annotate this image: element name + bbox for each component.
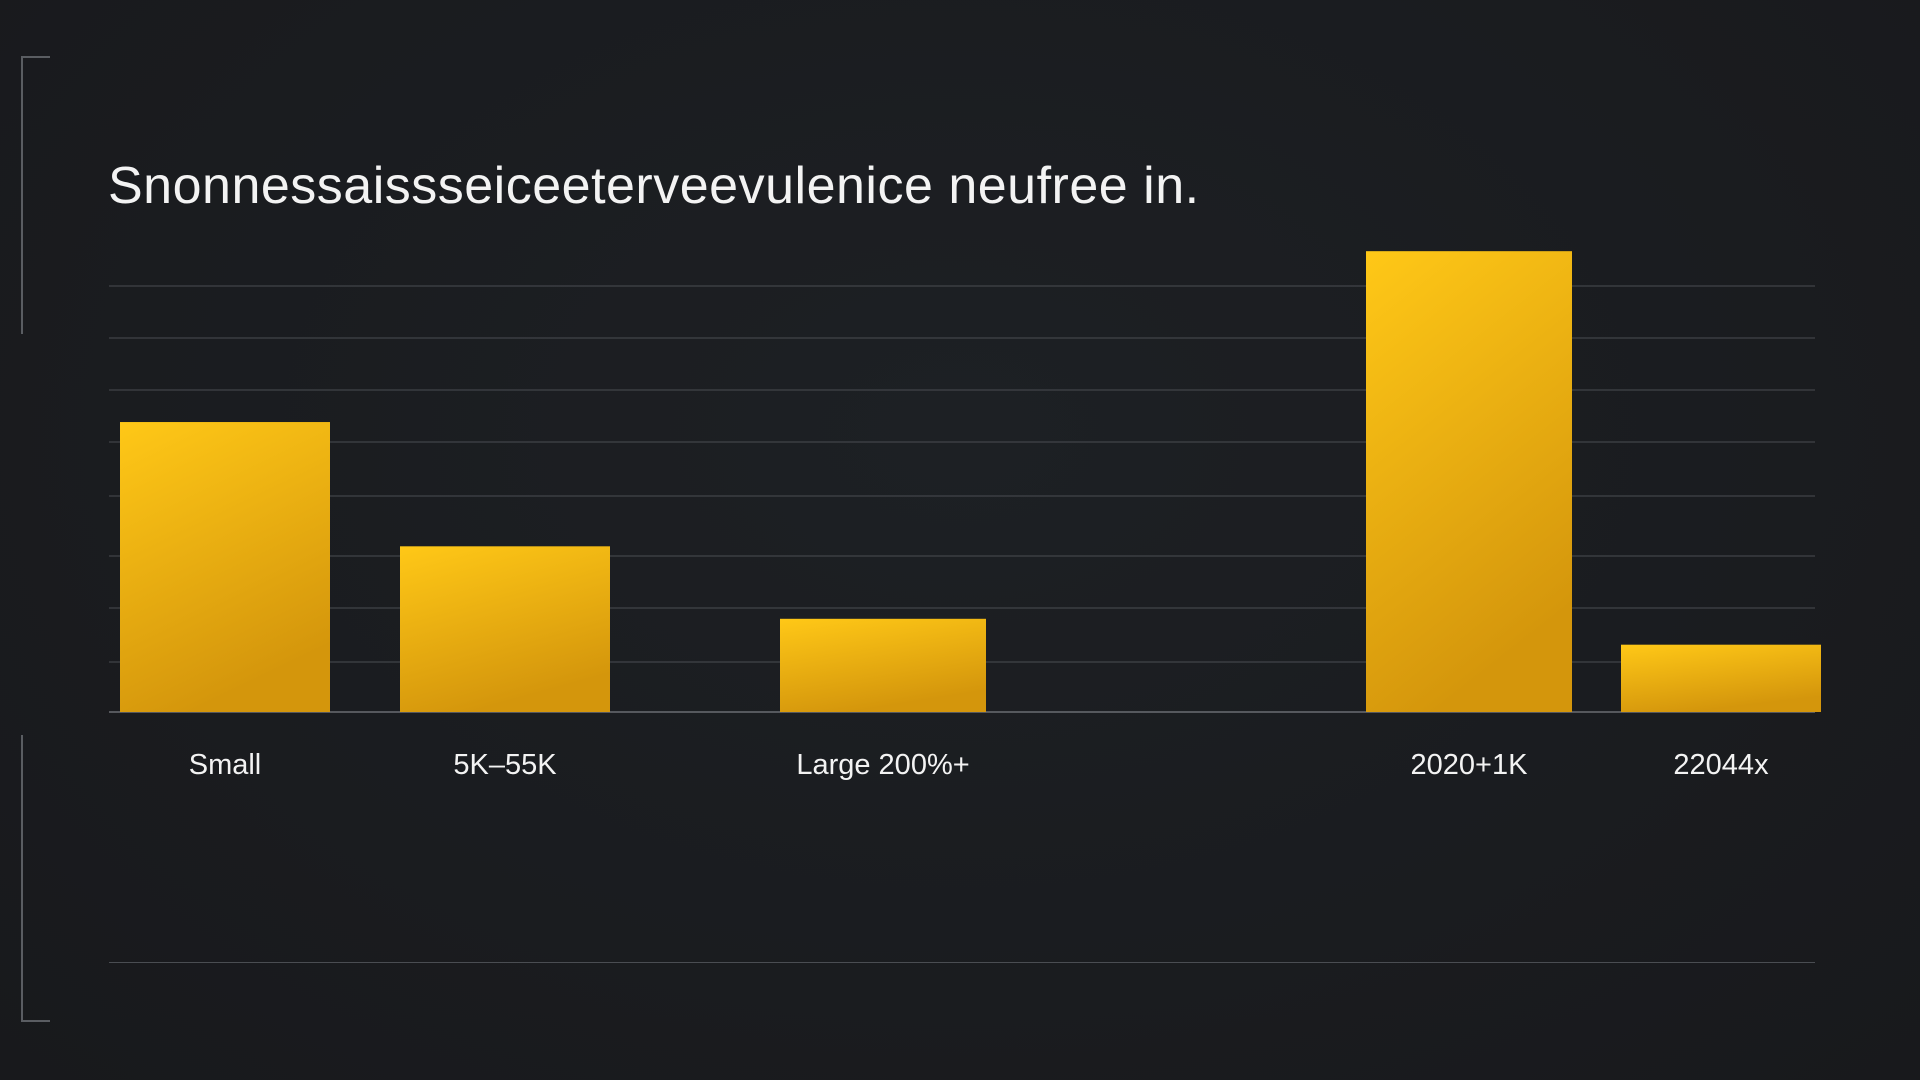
bar — [780, 618, 986, 712]
frame-bracket-bottom — [21, 735, 50, 1022]
bar — [1366, 251, 1572, 712]
category-label: 2020+1K — [1411, 749, 1529, 781]
category-label: 22044x — [1673, 749, 1769, 781]
footer-divider — [109, 962, 1815, 963]
bar — [400, 546, 610, 712]
chart-title: Snonnessaissseiceeterveevulenice neufree… — [108, 157, 1200, 215]
category-label: Large 200%+ — [796, 749, 969, 781]
bar — [120, 422, 330, 712]
category-labels: Small 5K–55K Large 200%+ 2020+1K 22044x — [189, 749, 1769, 781]
category-label: Small — [189, 749, 262, 781]
frame-bracket-top — [21, 56, 50, 334]
category-label: 5K–55K — [453, 749, 557, 781]
bar — [1621, 644, 1821, 712]
bars — [120, 251, 1821, 712]
